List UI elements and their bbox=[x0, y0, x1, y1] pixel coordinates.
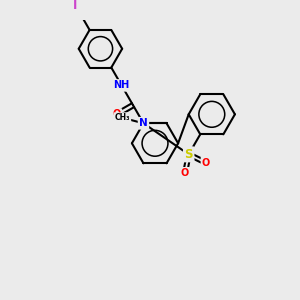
Text: O: O bbox=[181, 168, 189, 178]
Text: CH₃: CH₃ bbox=[115, 113, 130, 122]
Text: I: I bbox=[73, 0, 78, 12]
Text: O: O bbox=[202, 158, 210, 168]
Text: S: S bbox=[184, 148, 193, 161]
Text: NH: NH bbox=[113, 80, 130, 90]
Text: N: N bbox=[139, 118, 148, 128]
Text: O: O bbox=[113, 110, 121, 119]
